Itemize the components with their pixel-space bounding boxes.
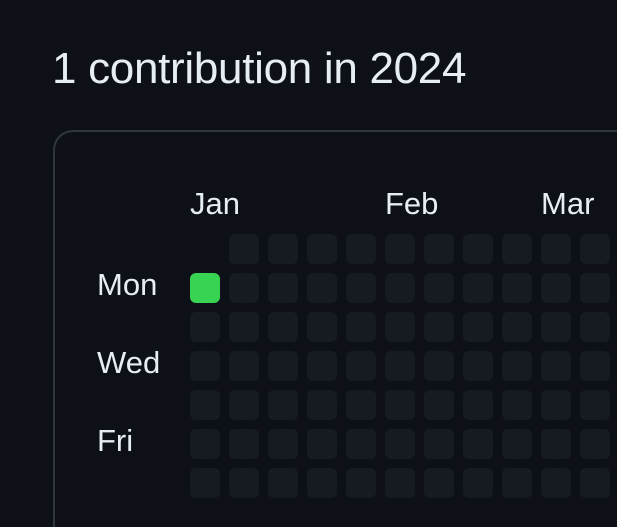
contribution-day-2024-02-27[interactable] xyxy=(502,312,532,342)
contribution-day-2024-02-01[interactable] xyxy=(346,390,376,420)
contribution-day-2024-01-12[interactable] xyxy=(229,429,259,459)
contribution-day-2024-01-29[interactable] xyxy=(346,273,376,303)
contribution-day-2024-03-03[interactable] xyxy=(541,234,571,264)
contribution-day-2024-03-08[interactable] xyxy=(541,429,571,459)
contribution-day-2024-02-03[interactable] xyxy=(346,468,376,498)
contribution-day-2024-02-26[interactable] xyxy=(502,273,532,303)
contribution-day-2024-01-09[interactable] xyxy=(229,312,259,342)
contribution-day-2024-02-02[interactable] xyxy=(346,429,376,459)
contribution-day-2024-02-24[interactable] xyxy=(463,468,493,498)
contribution-day-2024-03-09[interactable] xyxy=(541,468,571,498)
contribution-day-2024-02-20[interactable] xyxy=(463,312,493,342)
contribution-day-2024-02-11[interactable] xyxy=(424,234,454,264)
contribution-day-2024-01-26[interactable] xyxy=(307,429,337,459)
contribution-day-2024-01-15[interactable] xyxy=(268,273,298,303)
contribution-day-2024-01-11[interactable] xyxy=(229,390,259,420)
contribution-day-2024-01-18[interactable] xyxy=(268,390,298,420)
contribution-day-2024-03-13[interactable] xyxy=(580,351,610,381)
month-label-feb: Feb xyxy=(385,186,439,221)
contribution-day-2024-02-15[interactable] xyxy=(424,390,454,420)
contribution-day-2024-02-09[interactable] xyxy=(385,429,415,459)
contribution-day-2024-02-10[interactable] xyxy=(385,468,415,498)
contribution-day-2024-03-01[interactable] xyxy=(502,429,532,459)
contribution-day-2024-02-08[interactable] xyxy=(385,390,415,420)
contribution-day-2024-02-04[interactable] xyxy=(385,234,415,264)
contribution-day-2024-01-25[interactable] xyxy=(307,390,337,420)
contribution-day-2024-01-16[interactable] xyxy=(268,312,298,342)
contribution-day-2024-02-07[interactable] xyxy=(385,351,415,381)
contributions-title: 1 contribution in 2024 xyxy=(52,44,467,93)
contribution-day-2024-02-13[interactable] xyxy=(424,312,454,342)
contribution-day-2024-03-07[interactable] xyxy=(541,390,571,420)
month-label-mar: Mar xyxy=(541,186,595,221)
contribution-day-2024-02-14[interactable] xyxy=(424,351,454,381)
contribution-day-2024-01-13[interactable] xyxy=(229,468,259,498)
contribution-day-2024-01-23[interactable] xyxy=(307,312,337,342)
contribution-day-2024-02-06[interactable] xyxy=(385,312,415,342)
contribution-day-2024-03-12[interactable] xyxy=(580,312,610,342)
contribution-day-2024-01-17[interactable] xyxy=(268,351,298,381)
month-label-jan: Jan xyxy=(190,186,240,221)
contribution-day-2024-01-20[interactable] xyxy=(268,468,298,498)
contribution-day-2024-01-27[interactable] xyxy=(307,468,337,498)
contribution-day-2024-02-22[interactable] xyxy=(463,390,493,420)
contribution-day-2024-01-24[interactable] xyxy=(307,351,337,381)
contribution-day-2024-01-31[interactable] xyxy=(346,351,376,381)
contribution-day-2024-03-10[interactable] xyxy=(580,234,610,264)
contribution-day-2024-01-05[interactable] xyxy=(190,429,220,459)
contribution-day-2024-01-07[interactable] xyxy=(229,234,259,264)
contribution-day-2024-02-16[interactable] xyxy=(424,429,454,459)
contribution-day-2024-02-29[interactable] xyxy=(502,390,532,420)
contribution-day-2024-01-02[interactable] xyxy=(190,312,220,342)
contribution-day-2024-01-28[interactable] xyxy=(346,234,376,264)
weekday-label-wed: Wed xyxy=(97,345,161,380)
contribution-day-2024-03-14[interactable] xyxy=(580,390,610,420)
contribution-day-2024-03-15[interactable] xyxy=(580,429,610,459)
contribution-day-2024-02-19[interactable] xyxy=(463,273,493,303)
contribution-day-2024-01-04[interactable] xyxy=(190,390,220,420)
contribution-day-2024-01-19[interactable] xyxy=(268,429,298,459)
contribution-day-2024-01-30[interactable] xyxy=(346,312,376,342)
contribution-day-2024-02-05[interactable] xyxy=(385,273,415,303)
contribution-day-2024-01-06[interactable] xyxy=(190,468,220,498)
contribution-day-2024-01-08[interactable] xyxy=(229,273,259,303)
contribution-day-2024-02-12[interactable] xyxy=(424,273,454,303)
contribution-day-2024-01-10[interactable] xyxy=(229,351,259,381)
contribution-day-2024-03-02[interactable] xyxy=(502,468,532,498)
contribution-graph-panel xyxy=(53,130,617,527)
weekday-label-fri: Fri xyxy=(97,423,134,458)
contribution-day-2024-03-04[interactable] xyxy=(541,273,571,303)
contribution-day-2024-01-21[interactable] xyxy=(307,234,337,264)
contribution-day-2024-02-21[interactable] xyxy=(463,351,493,381)
contribution-day-2024-02-18[interactable] xyxy=(463,234,493,264)
weekday-label-mon: Mon xyxy=(97,267,158,302)
contribution-day-2024-03-05[interactable] xyxy=(541,312,571,342)
contribution-day-2024-01-22[interactable] xyxy=(307,273,337,303)
contribution-day-2024-02-23[interactable] xyxy=(463,429,493,459)
contribution-day-2024-01-03[interactable] xyxy=(190,351,220,381)
contribution-day-2024-03-11[interactable] xyxy=(580,273,610,303)
contribution-day-2024-03-16[interactable] xyxy=(580,468,610,498)
contribution-day-2024-02-28[interactable] xyxy=(502,351,532,381)
contribution-day-2024-01-01[interactable] xyxy=(190,273,220,303)
contribution-day-2024-01-14[interactable] xyxy=(268,234,298,264)
contribution-day-2024-02-25[interactable] xyxy=(502,234,532,264)
contribution-day-2024-03-06[interactable] xyxy=(541,351,571,381)
contribution-day-2024-02-17[interactable] xyxy=(424,468,454,498)
